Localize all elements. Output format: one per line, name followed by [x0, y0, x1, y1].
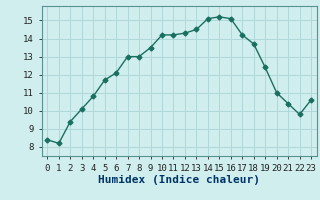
X-axis label: Humidex (Indice chaleur): Humidex (Indice chaleur): [98, 175, 260, 185]
